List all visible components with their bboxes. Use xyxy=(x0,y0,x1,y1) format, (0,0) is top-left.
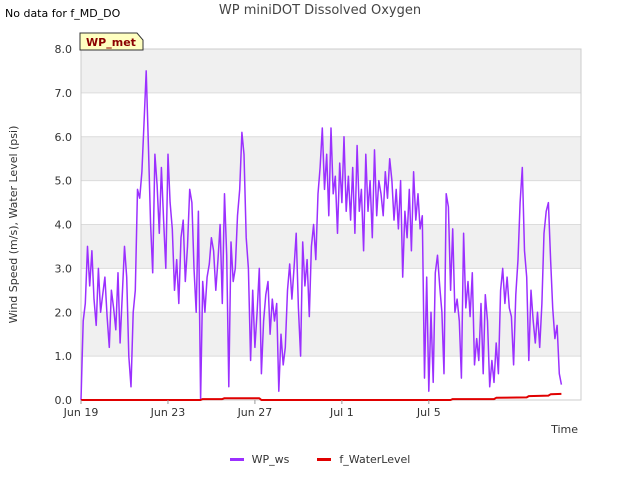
y-tick-label: 6.0 xyxy=(55,131,73,144)
y-tick-label: 8.0 xyxy=(55,43,73,56)
series-line-water-level xyxy=(81,392,562,401)
y-tick-label: 3.0 xyxy=(55,262,73,275)
y-tick-label: 4.0 xyxy=(55,219,73,232)
grid-lines xyxy=(81,48,581,401)
x-tick-label: Jun 27 xyxy=(237,406,273,419)
x-tick-label: Jun 19 xyxy=(63,406,99,419)
y-axis-ticks: 0.0 1.0 2.0 3.0 4.0 5.0 6.0 7.0 8.0 xyxy=(55,43,73,407)
x-tick-label: Jul 1 xyxy=(329,406,354,419)
y-tick-label: 7.0 xyxy=(55,87,73,100)
legend-label-water-level: f_WaterLevel xyxy=(339,453,411,466)
station-tag[interactable]: WP_met xyxy=(79,32,144,51)
y-tick-label: 1.0 xyxy=(55,350,73,363)
chart-title: WP miniDOT Dissolved Oxygen xyxy=(218,3,422,18)
legend-label-wp-ws: WP_ws xyxy=(251,453,290,466)
x-axis-label: Time xyxy=(550,423,578,436)
legend-swatch-water-level xyxy=(317,458,332,461)
series-line-wp-ws xyxy=(80,70,563,401)
legend-item-wp-ws[interactable]: WP_ws xyxy=(229,453,290,466)
plot-band xyxy=(81,268,581,313)
plot-band xyxy=(81,49,581,93)
legend-item-water-level[interactable]: f_WaterLevel xyxy=(317,453,410,466)
y-tick-label: 2.0 xyxy=(55,306,73,319)
station-tag-label: WP_met xyxy=(86,36,136,49)
plot-band xyxy=(81,356,581,400)
y-tick-label: 0.0 xyxy=(55,394,73,407)
y-tick-label: 5.0 xyxy=(55,175,73,188)
x-axis-ticks: Jun 19 Jun 23 Jun 27 Jul 1 Jul 5 xyxy=(63,400,441,419)
plot-band xyxy=(81,224,581,269)
legend-swatch-wp-ws xyxy=(229,458,244,461)
station-tag-shape xyxy=(79,32,144,51)
plot-band xyxy=(81,180,581,225)
no-data-notice: No data for f_MD_DO xyxy=(5,7,121,20)
y-axis-label: Wind Speed (m/s), Water Level (psi) xyxy=(7,126,20,324)
legend: WP_ws f_WaterLevel xyxy=(0,453,640,466)
x-tick-label: Jul 5 xyxy=(416,406,441,419)
plot-band xyxy=(81,312,581,357)
x-tick-label: Jun 23 xyxy=(150,406,186,419)
series-lines xyxy=(80,70,563,401)
